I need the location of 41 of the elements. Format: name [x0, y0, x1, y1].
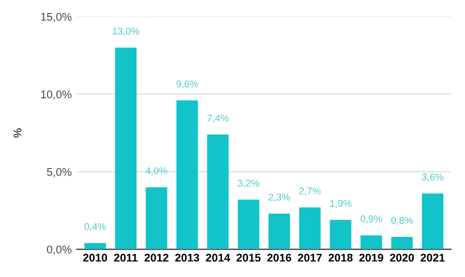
- data-label: 3,6%: [422, 174, 444, 182]
- y-tick-label: 0,0%: [46, 246, 72, 255]
- bar: [207, 134, 229, 250]
- data-label: 3,2%: [238, 180, 260, 188]
- x-tick-label: 2019: [359, 254, 384, 262]
- data-label: 4,0%: [146, 167, 168, 176]
- data-label: 1,9%: [330, 200, 352, 208]
- bar: [422, 193, 444, 250]
- data-label: 0,4%: [84, 223, 106, 232]
- data-label: 2,7%: [299, 188, 321, 196]
- bar: [146, 187, 168, 250]
- data-label: 0,8%: [391, 216, 413, 226]
- x-tick-label: 2013: [175, 254, 200, 262]
- x-tick-label: 2014: [206, 254, 230, 262]
- bar: [391, 236, 413, 250]
- x-tick-label: 2021: [420, 254, 445, 262]
- bar: [238, 200, 260, 250]
- x-tick-label: 2015: [236, 254, 261, 262]
- bar: [84, 243, 106, 250]
- data-label: 7,4%: [207, 114, 229, 123]
- x-tick-label: 2011: [114, 254, 138, 262]
- y-axis-title: %: [14, 128, 22, 138]
- data-label: 9,6%: [176, 80, 198, 88]
- y-tick-label: 15,0%: [41, 12, 72, 22]
- x-tick-label: 2020: [390, 254, 414, 262]
- data-label: 2,3%: [268, 194, 290, 202]
- y-tick-label: 10,0%: [41, 90, 72, 100]
- data-label: 0,9%: [360, 215, 382, 224]
- bar: [360, 235, 382, 250]
- bar: [268, 214, 290, 250]
- x-tick-label: 2010: [83, 254, 108, 262]
- y-tick-label: 5,0%: [46, 168, 72, 178]
- x-tick-label: 2018: [328, 254, 353, 262]
- data-label: 13,0%: [112, 28, 140, 36]
- bar: [176, 100, 198, 250]
- bar: [299, 207, 321, 250]
- x-tick-label: 2017: [298, 254, 322, 262]
- x-tick-label: 2012: [144, 254, 168, 262]
- bar: [330, 220, 352, 250]
- x-tick-label: 2016: [267, 254, 292, 262]
- bar: [115, 48, 137, 250]
